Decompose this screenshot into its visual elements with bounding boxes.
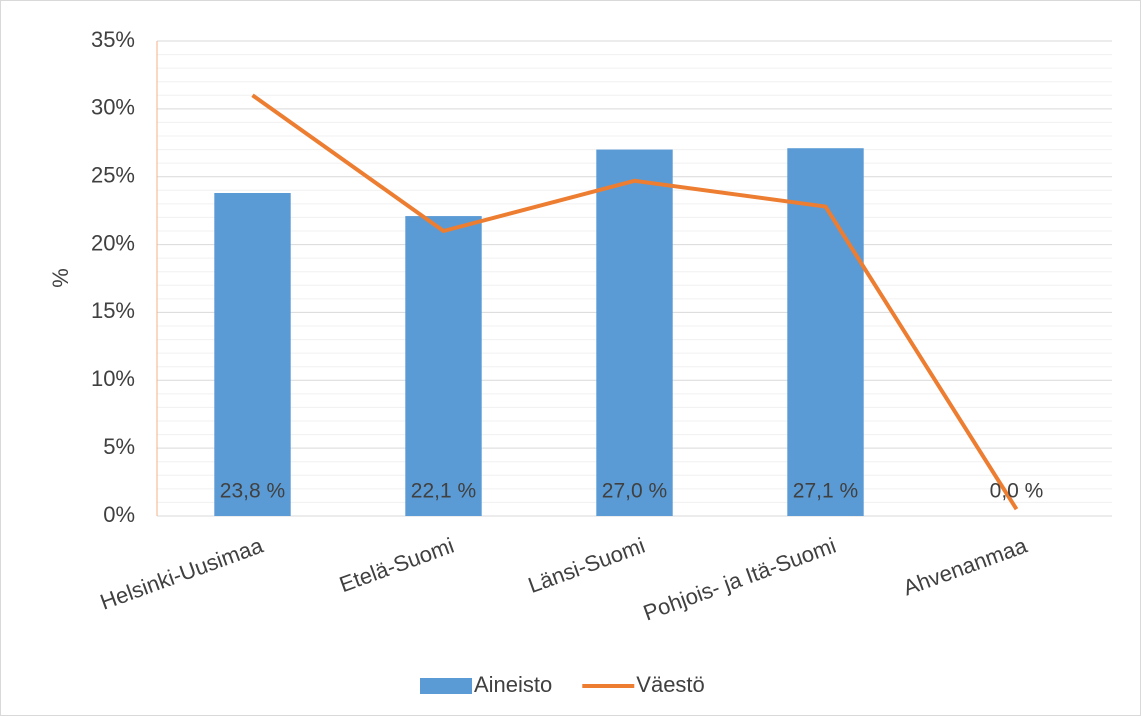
y-tick-label: 5% bbox=[103, 434, 135, 459]
y-tick-label: 0% bbox=[103, 502, 135, 527]
y-tick-label: 30% bbox=[91, 95, 135, 120]
data-label: 0,0 % bbox=[990, 480, 1044, 503]
data-label: 22,1 % bbox=[411, 480, 476, 503]
y-tick-label: 15% bbox=[91, 298, 135, 323]
data-label: 27,0 % bbox=[602, 480, 667, 503]
bar bbox=[405, 216, 482, 517]
y-tick-label: 25% bbox=[91, 163, 135, 188]
data-label: 23,8 % bbox=[220, 480, 285, 503]
data-label: 27,1 % bbox=[793, 480, 858, 503]
bar bbox=[214, 193, 291, 516]
bar bbox=[596, 149, 673, 517]
legend-swatch bbox=[420, 678, 472, 694]
legend-label: Aineisto bbox=[474, 672, 552, 697]
y-axis-label: % bbox=[48, 268, 73, 288]
line bbox=[251, 93, 1019, 511]
legend-label: Väestö bbox=[636, 672, 705, 697]
y-tick-label: 10% bbox=[91, 366, 135, 391]
y-tick-label: 20% bbox=[91, 230, 135, 255]
y-tick-label: 35% bbox=[91, 27, 135, 52]
